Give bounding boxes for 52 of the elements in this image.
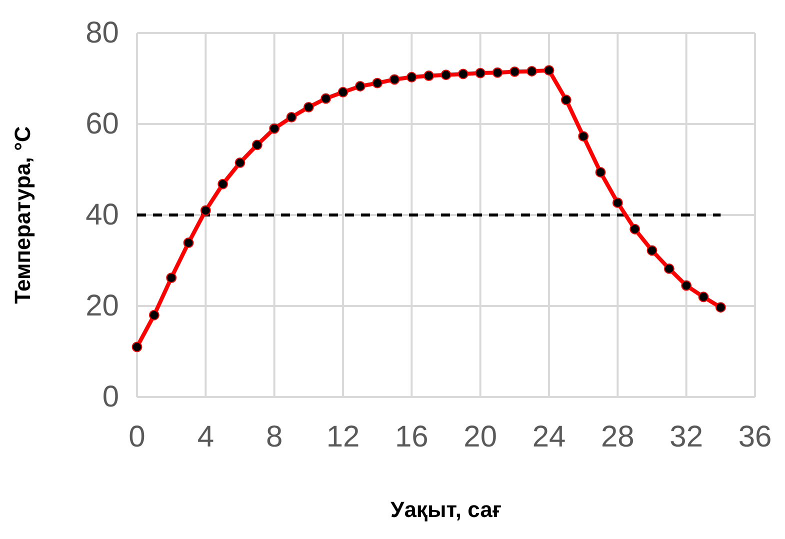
x-axis-title: Уақыт, сағ [390,497,502,522]
point [183,238,194,248]
point [269,123,280,134]
point [286,112,297,122]
x-tick-label: 24 [532,420,566,454]
point [234,157,246,168]
x-tick-label: 0 [128,420,146,454]
point [630,224,640,234]
y-tick-label: 0 [102,380,119,414]
x-tick-label: 36 [738,420,772,454]
point [458,68,468,80]
point [303,102,314,112]
point [406,72,417,82]
point [698,292,709,302]
y-tick-label: 80 [86,16,119,50]
point [354,81,366,92]
point [218,178,228,190]
x-tick-label: 12 [326,420,360,454]
point [424,70,434,81]
point [252,140,262,150]
point [612,198,623,208]
point [578,131,589,142]
point [595,167,606,178]
point [681,280,692,291]
y-tick-label: 20 [86,290,119,322]
point [646,245,658,256]
x-tick-label: 16 [394,420,428,454]
point [148,310,160,320]
point [475,68,486,78]
point [372,78,383,88]
point [560,94,572,106]
point [389,74,400,85]
y-tick-label: 60 [86,108,119,140]
point [132,342,142,352]
point [544,65,554,76]
point [664,263,674,274]
x-tick-label: 20 [464,420,498,454]
point [320,93,332,104]
point [338,86,348,98]
y-axis-title: Температура, °C [10,126,35,304]
point [440,70,452,80]
point [509,66,520,77]
point [526,66,538,76]
point [715,302,726,313]
point [492,67,503,78]
x-tick-label: 8 [266,420,283,454]
x-tick-label: 32 [670,420,704,454]
x-tick-label: 4 [197,420,214,454]
point [166,272,177,283]
x-tick-label: 28 [600,420,634,454]
point [200,205,211,216]
y-tick-label: 40 [86,198,119,232]
